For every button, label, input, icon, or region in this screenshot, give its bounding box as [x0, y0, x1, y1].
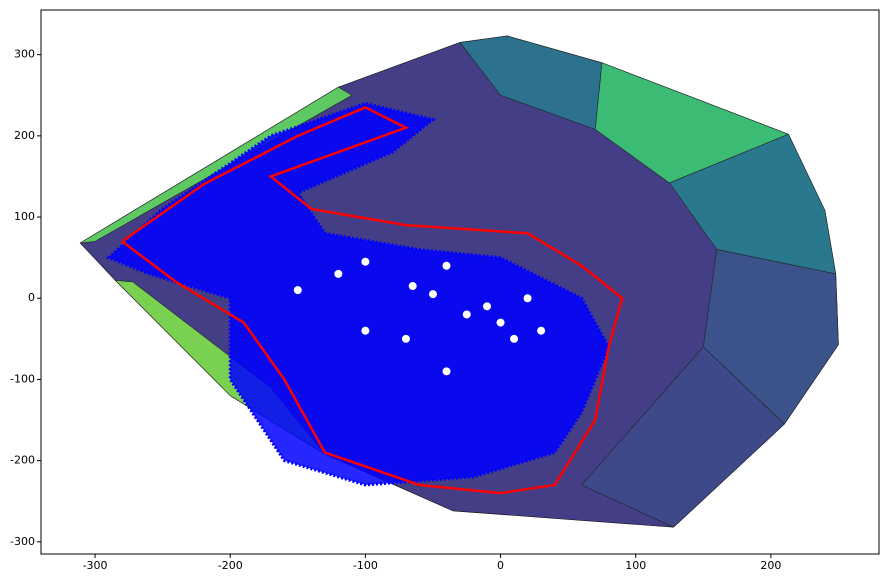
face — [459, 35, 603, 130]
y-tick-label: 300 — [14, 48, 35, 61]
face — [581, 346, 785, 528]
x-tick-label: -100 — [353, 559, 378, 572]
white-point — [483, 302, 492, 311]
white-point — [496, 318, 505, 327]
white-point — [510, 334, 519, 343]
y-tick-label: 200 — [14, 129, 35, 142]
white-point — [462, 310, 471, 319]
y-tick-label: -100 — [10, 372, 35, 385]
watermark: 知乎 @弥若无翳 — [690, 526, 866, 554]
white-point — [408, 282, 417, 291]
face — [80, 86, 353, 244]
white-point — [361, 326, 370, 335]
axes-frame — [40, 9, 880, 555]
white-point — [442, 261, 451, 270]
white-point — [334, 269, 343, 278]
x-tick-label: 100 — [625, 559, 646, 572]
plot — [79, 35, 839, 528]
y-tick-label: -200 — [10, 454, 35, 467]
y-tick-label: 0 — [28, 291, 35, 304]
white-point — [293, 286, 302, 295]
x-tick-label: 0 — [497, 559, 504, 572]
white-point — [523, 294, 532, 303]
y-tick-label: -300 — [10, 535, 35, 548]
white-point — [442, 367, 451, 376]
blue-region — [105, 101, 611, 487]
x-tick-label: 200 — [760, 559, 781, 572]
x-tick-label: -300 — [83, 559, 108, 572]
y-tick-label: 100 — [14, 210, 35, 223]
white-point — [361, 257, 370, 266]
red-contour — [121, 106, 624, 495]
white-point — [401, 334, 410, 343]
white-point — [537, 326, 546, 335]
x-tick-label: -200 — [218, 559, 243, 572]
white-point — [428, 290, 437, 299]
